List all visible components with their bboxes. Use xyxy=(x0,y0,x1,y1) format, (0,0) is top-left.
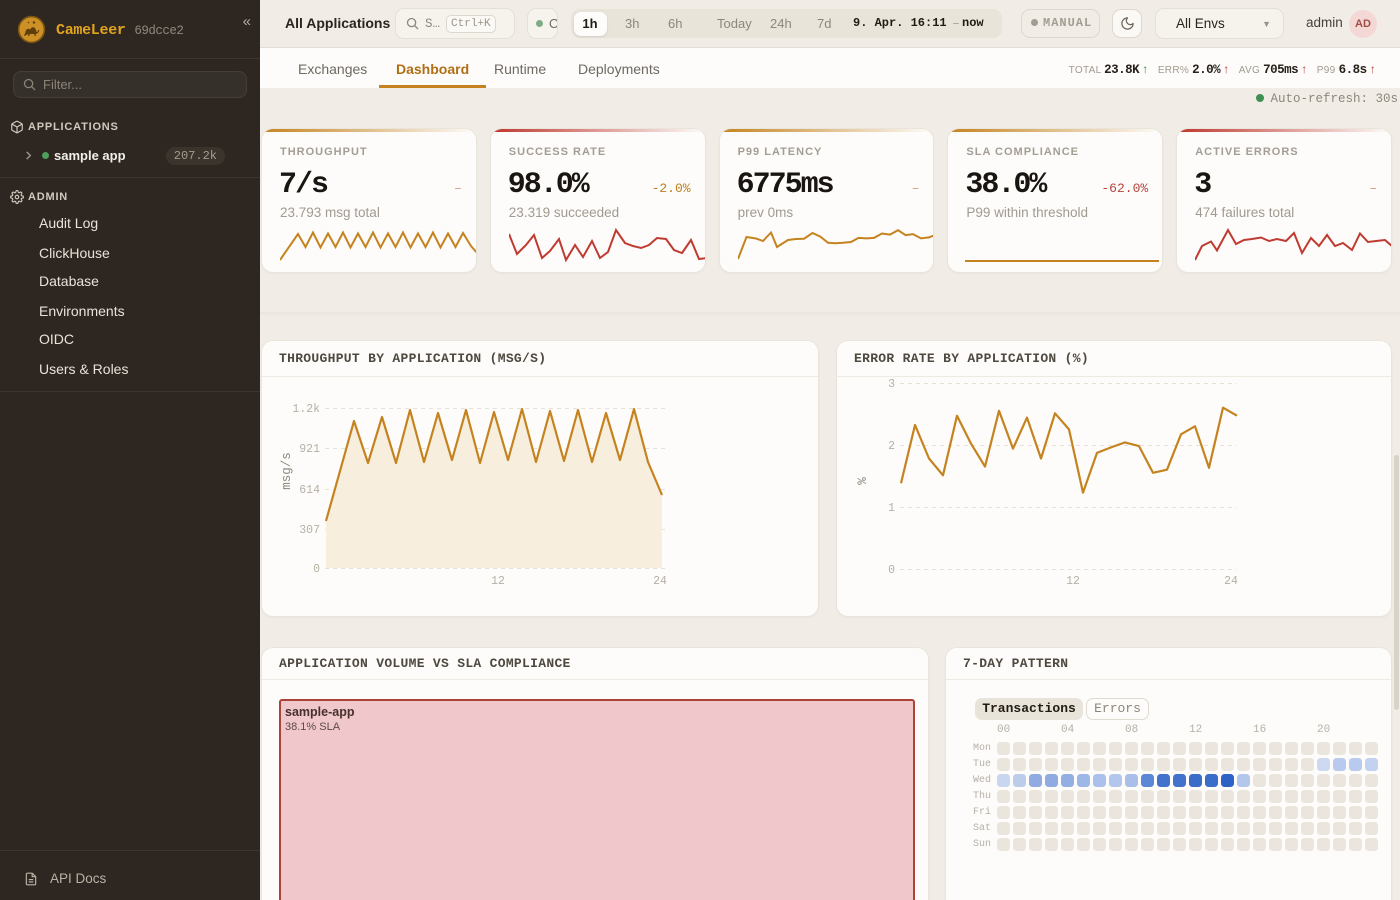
svg-text:12: 12 xyxy=(491,575,505,588)
svg-text:24: 24 xyxy=(653,575,667,588)
svg-text:%: % xyxy=(856,477,870,485)
svg-text:3: 3 xyxy=(888,378,895,391)
svg-text:msg/s: msg/s xyxy=(280,452,294,490)
svg-text:921: 921 xyxy=(299,443,320,456)
svg-text:614: 614 xyxy=(299,484,320,497)
svg-text:2: 2 xyxy=(888,440,895,453)
svg-text:12: 12 xyxy=(1066,575,1080,588)
svg-text:1.2k: 1.2k xyxy=(292,403,320,416)
svg-text:307: 307 xyxy=(299,524,320,537)
svg-text:24: 24 xyxy=(1224,575,1238,588)
svg-text:1: 1 xyxy=(888,502,895,515)
svg-text:0: 0 xyxy=(313,563,320,576)
svg-text:0: 0 xyxy=(888,564,895,577)
